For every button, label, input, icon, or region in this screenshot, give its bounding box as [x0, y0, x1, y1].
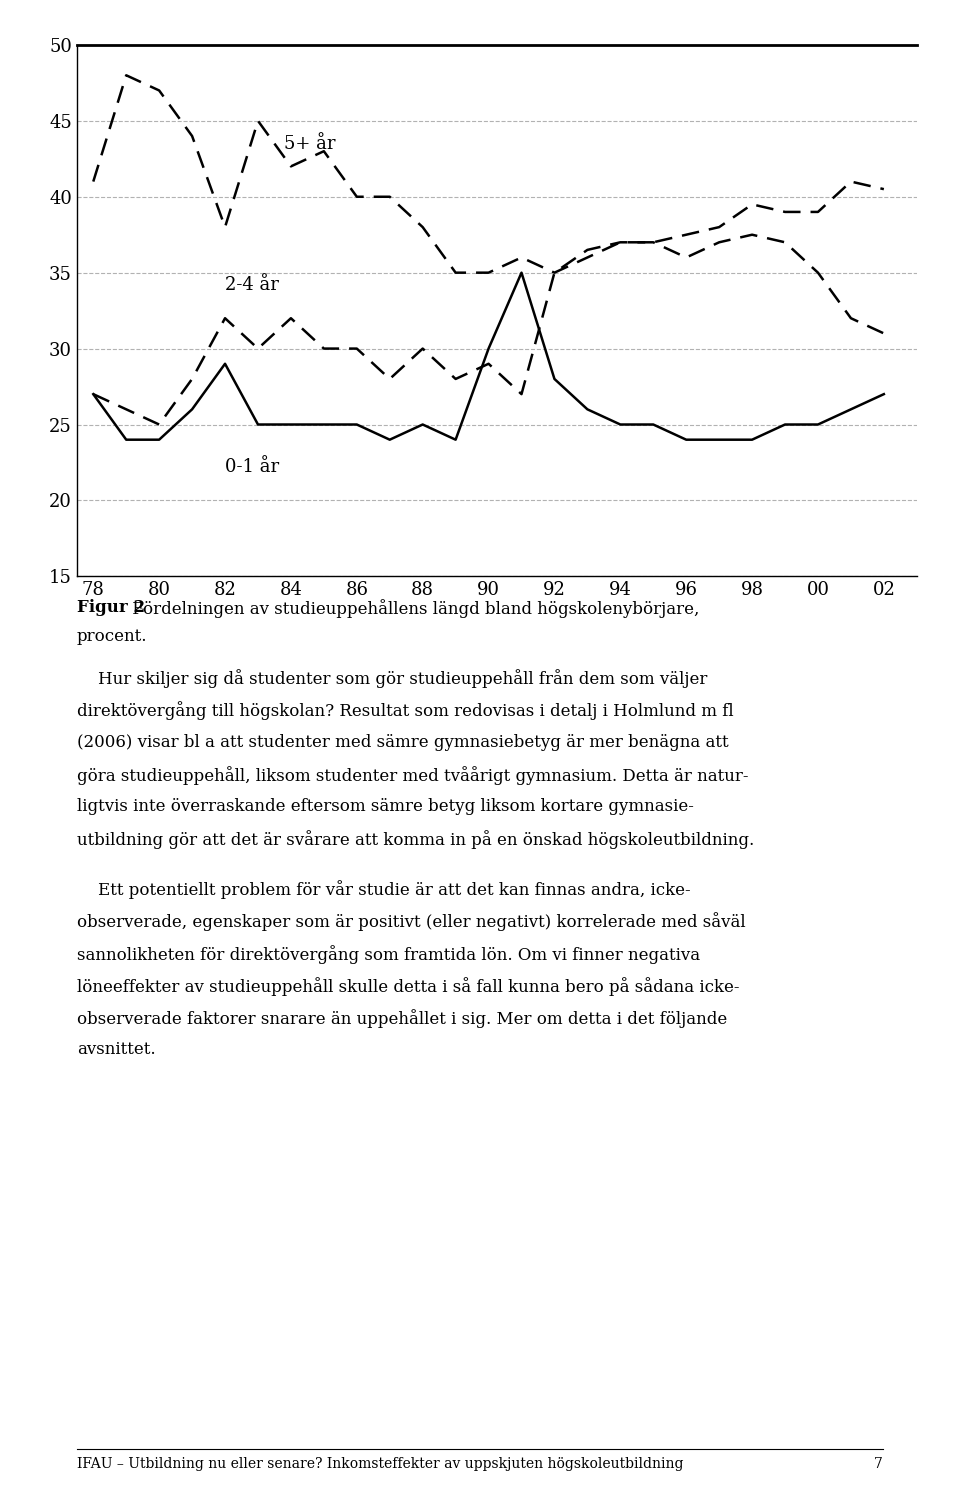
Text: sannolikheten för direktövergång som framtida lön. Om vi finner negativa: sannolikheten för direktövergång som fra…	[77, 945, 700, 964]
Text: ligtvis inte överraskande eftersom sämre betyg liksom kortare gymnasie-: ligtvis inte överraskande eftersom sämre…	[77, 798, 694, 814]
Text: 7: 7	[875, 1457, 883, 1470]
Text: direktövergång till högskolan? Resultat som redovisas i detalj i Holmlund m fl: direktövergång till högskolan? Resultat …	[77, 701, 733, 720]
Text: procent.: procent.	[77, 629, 147, 645]
Text: Ett potentiellt problem för vår studie är att det kan finnas andra, icke-: Ett potentiellt problem för vår studie ä…	[77, 880, 690, 900]
Text: Hur skiljer sig då studenter som gör studieuppehåll från dem som väljer: Hur skiljer sig då studenter som gör stu…	[77, 669, 708, 689]
Text: 2-4 år: 2-4 år	[225, 275, 279, 293]
Text: 0-1 år: 0-1 år	[225, 458, 279, 476]
Text: löneeffekter av studieuppehåll skulle detta i så fall kunna bero på sådana icke-: löneeffekter av studieuppehåll skulle de…	[77, 976, 739, 996]
Text: avsnittet.: avsnittet.	[77, 1042, 156, 1058]
Text: Fördelningen av studieuppehållens längd bland högskolenybörjare,: Fördelningen av studieuppehållens längd …	[127, 599, 699, 618]
Text: observerade, egenskaper som är positivt (eller negativt) korrelerade med såväl: observerade, egenskaper som är positivt …	[77, 912, 745, 931]
Text: utbildning gör att det är svårare att komma in på en önskad högskoleutbildning.: utbildning gör att det är svårare att ko…	[77, 829, 754, 849]
Text: göra studieuppehåll, liksom studenter med tvåårigt gymnasium. Detta är natur-: göra studieuppehåll, liksom studenter me…	[77, 765, 748, 784]
Text: IFAU – Utbildning nu eller senare? Inkomsteffekter av uppskjuten högskoleutbildn: IFAU – Utbildning nu eller senare? Inkom…	[77, 1457, 684, 1470]
Text: observerade faktorer snarare än uppehållet i sig. Mer om detta i det följande: observerade faktorer snarare än uppehåll…	[77, 1009, 727, 1028]
Text: (2006) visar bl a att studenter med sämre gymnasiebetyg är mer benägna att: (2006) visar bl a att studenter med sämr…	[77, 734, 729, 750]
Text: 5+ år: 5+ år	[284, 135, 336, 153]
Text: Figur 2: Figur 2	[77, 599, 145, 615]
